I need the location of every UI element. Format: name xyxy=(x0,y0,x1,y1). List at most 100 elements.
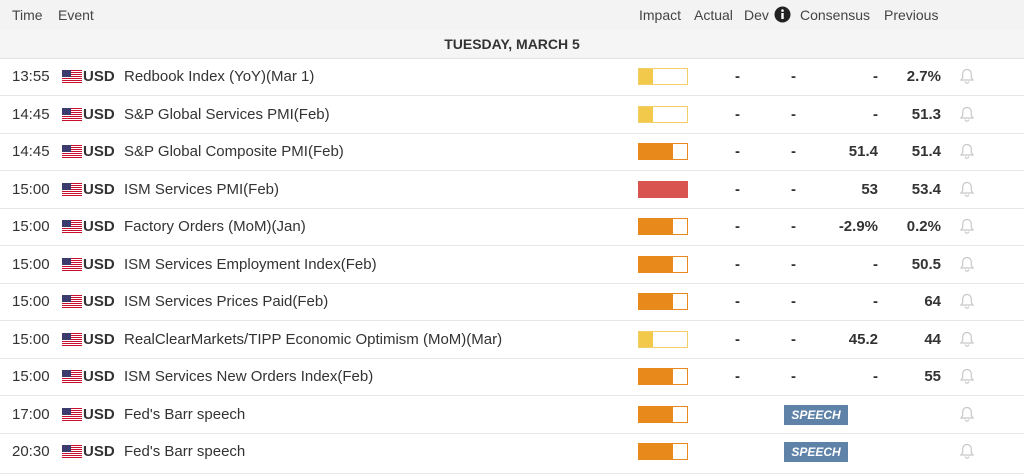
dev: - xyxy=(791,293,796,310)
flag xyxy=(62,182,82,201)
alert-bell[interactable] xyxy=(958,67,976,90)
event-row: 15:00 USD ISM Services Prices Paid(Feb) - - -… xyxy=(0,283,1024,321)
actual: - xyxy=(735,143,740,160)
impact-bar xyxy=(638,143,688,160)
time: 15:00 xyxy=(12,330,50,348)
event-row: 15:00 USD Factory Orders (MoM)(Jan) - - -2.9%… xyxy=(0,208,1024,246)
dev: - xyxy=(791,143,796,160)
time: 20:30 xyxy=(12,443,50,460)
actual: - xyxy=(735,68,740,85)
alert-bell[interactable] xyxy=(958,142,976,165)
event-name: ISM Services Employment Index(Feb) xyxy=(124,255,377,273)
alert-bell[interactable] xyxy=(958,180,976,203)
previous: 51.3 xyxy=(911,105,941,123)
event-row: 14:45 USD S&P Global Services PMI(Feb) - - - 5… xyxy=(0,96,1024,134)
time: 15:00 xyxy=(12,368,50,385)
actual: - xyxy=(735,330,740,348)
time: 15:00 xyxy=(12,293,50,310)
alert-bell[interactable] xyxy=(958,405,976,428)
flag xyxy=(62,145,82,163)
flag xyxy=(62,257,82,276)
event-row: 15:00 USD RealClearMarkets/TIPP Economic O… xyxy=(0,321,1024,359)
alert-bell[interactable] xyxy=(958,367,976,390)
impact-fill xyxy=(639,69,653,84)
consensus: - xyxy=(873,368,878,385)
dev: - xyxy=(791,255,796,273)
actual: - xyxy=(735,293,740,310)
consensus: -2.9% xyxy=(838,218,878,235)
impact-bar xyxy=(638,105,688,123)
event-row: 20:30 USD Fed's Barr speech SPEECH xyxy=(0,433,1024,474)
previous: 44 xyxy=(924,330,941,348)
header-actual: Actual xyxy=(694,7,733,23)
time: 14:45 xyxy=(12,143,50,160)
impact-fill xyxy=(639,294,673,309)
actual: - xyxy=(735,218,740,235)
time: 17:00 xyxy=(12,405,50,423)
currency: USD xyxy=(83,180,115,198)
impact-bar xyxy=(638,218,688,235)
impact-fill xyxy=(639,181,687,197)
info-icon[interactable] xyxy=(774,6,791,23)
impact-fill xyxy=(639,369,673,384)
alert-bell[interactable] xyxy=(958,217,976,240)
currency: USD xyxy=(83,368,115,385)
consensus: 53 xyxy=(861,180,878,198)
alert-bell[interactable] xyxy=(958,442,976,465)
event-name: RealClearMarkets/TIPP Economic Optimism … xyxy=(124,330,503,348)
event-name: S&P Global Composite PMI(Feb) xyxy=(124,143,344,160)
consensus: 45.2 xyxy=(848,330,878,348)
dev: - xyxy=(791,105,796,123)
alert-bell[interactable] xyxy=(958,255,976,278)
time: 15:00 xyxy=(12,218,50,235)
time: 13:55 xyxy=(12,68,50,85)
speech-badge: SPEECH xyxy=(784,404,848,425)
currency: USD xyxy=(83,143,115,160)
impact-fill xyxy=(639,144,673,159)
currency: USD xyxy=(83,105,115,123)
consensus: - xyxy=(873,255,878,273)
currency: USD xyxy=(83,68,115,85)
previous: 55 xyxy=(924,368,941,385)
actual: - xyxy=(735,105,740,123)
consensus: - xyxy=(873,68,878,85)
flag xyxy=(62,370,82,388)
dev: - xyxy=(791,368,796,385)
impact-bar xyxy=(638,405,688,423)
event-name: Fed's Barr speech xyxy=(124,443,246,460)
impact-fill xyxy=(639,106,653,122)
event-row: 13:55 USD Redbook Index (YoY)(Mar 1) - - - 2.7… xyxy=(0,58,1024,96)
event-name: ISM Services PMI(Feb) xyxy=(124,180,280,198)
currency: USD xyxy=(83,255,115,273)
impact-fill xyxy=(639,444,673,459)
alert-bell[interactable] xyxy=(958,292,976,315)
actual: - xyxy=(735,180,740,198)
event-name: S&P Global Services PMI(Feb) xyxy=(124,105,330,123)
impact-bar xyxy=(638,443,688,460)
speech-badge: SPEECH xyxy=(784,442,848,462)
currency: USD xyxy=(83,330,115,348)
impact-fill xyxy=(639,331,653,347)
header-time: Time xyxy=(12,7,43,23)
alert-bell[interactable] xyxy=(958,105,976,128)
flag xyxy=(62,407,82,426)
impact-bar xyxy=(638,255,688,273)
dev: - xyxy=(791,218,796,235)
actual: - xyxy=(735,368,740,385)
flag xyxy=(62,70,82,88)
impact-bar xyxy=(638,180,688,198)
event-row: 14:45 USD S&P Global Composite PMI(Feb) - - 5… xyxy=(0,133,1024,171)
previous: 2.7% xyxy=(906,68,941,85)
header-bar: Time Event Impact Actual Dev Consensus P… xyxy=(0,0,1024,31)
consensus: - xyxy=(873,293,878,310)
impact-bar xyxy=(638,68,688,85)
date-row: TUESDAY, MARCH 5 xyxy=(0,30,1024,59)
previous: 53.4 xyxy=(911,180,941,198)
currency: USD xyxy=(83,293,115,310)
header-event: Event xyxy=(58,7,94,23)
consensus: 51.4 xyxy=(848,143,878,160)
currency: USD xyxy=(83,218,115,235)
impact-fill xyxy=(639,219,673,234)
alert-bell[interactable] xyxy=(958,330,976,353)
